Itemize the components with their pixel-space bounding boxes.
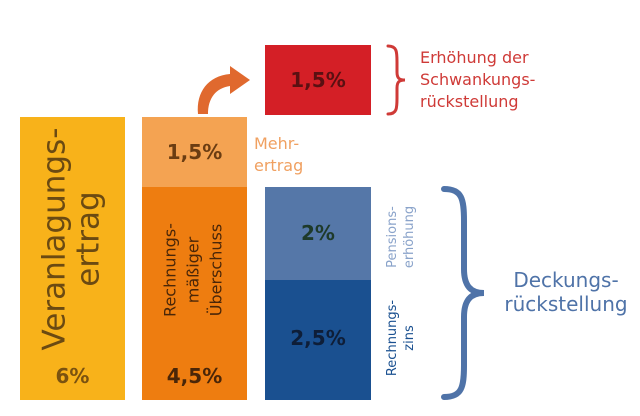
schwankung-bar: 1,5% <box>265 45 371 115</box>
mehrertrag-value: 1,5% <box>166 140 223 164</box>
pension-value: 2% <box>301 221 335 245</box>
rechnungszins-value: 2,5% <box>290 326 346 350</box>
ueberschuss-label: Rechnungs- mäßiger Überschuss <box>160 223 226 317</box>
rechnungszins-label: Rechnungs- zins <box>385 299 417 377</box>
veranlagungsertrag-value: 6% <box>55 364 90 388</box>
pension-bar: 2% <box>265 187 371 280</box>
right-brace-icon <box>441 186 485 400</box>
deckung-label: Deckungs- rückstellung <box>504 268 628 316</box>
veranlagungsertrag-bar: Veranlagungs- ertrag 6% <box>20 117 125 400</box>
schwankung-label: Erhöhung der Schwankungs- rückstellung <box>420 48 536 111</box>
curved-arrow-icon <box>197 66 250 114</box>
mehrertrag-bar: 1,5% <box>142 117 247 187</box>
right-brace-icon <box>386 44 406 116</box>
rechnungszins-bar: 2,5% <box>265 280 371 400</box>
veranlagungsertrag-label: Veranlagungs- ertrag <box>36 127 107 351</box>
schwankung-value: 1,5% <box>290 68 346 92</box>
mehrertrag-label: Mehr- ertrag <box>254 134 304 175</box>
ueberschuss-value: 4,5% <box>166 364 223 388</box>
pension-label: Pensions- erhöhung <box>385 205 417 269</box>
ueberschuss-bar: Rechnungs- mäßiger Überschuss 4,5% <box>142 187 247 400</box>
